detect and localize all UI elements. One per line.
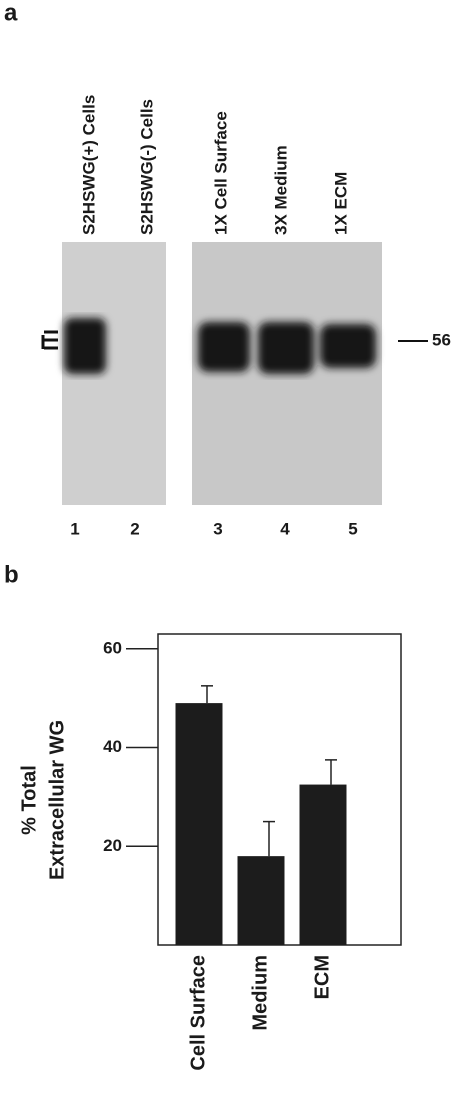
lane-number: 5 — [348, 519, 357, 538]
bar — [175, 703, 223, 945]
lane-label: 3X Medium — [271, 145, 290, 235]
y-axis-label: % Total — [18, 765, 40, 835]
lane-number: 2 — [130, 519, 139, 538]
lane-label: 1X ECM — [331, 172, 350, 235]
y-tick-label: 40 — [103, 737, 122, 756]
panel-label: a — [4, 0, 18, 26]
lane-number: 3 — [213, 519, 222, 538]
marker-label: 56 — [432, 330, 451, 349]
lane-label: S2HSWG(-) Cells — [137, 99, 156, 235]
lane-number: 1 — [70, 519, 79, 538]
y-axis-label: Extracellular WG — [46, 720, 68, 880]
x-tick-label: ECM — [311, 955, 333, 999]
y-tick-label: 60 — [103, 638, 122, 657]
bands — [64, 318, 376, 374]
panel-label: b — [4, 561, 19, 588]
bar — [237, 856, 285, 945]
lane-label: 1X Cell Surface — [211, 111, 230, 235]
lane-label: S2HSWG(+) Cells — [79, 95, 98, 235]
x-tick-label: Cell Surface — [187, 955, 209, 1071]
bar — [299, 784, 347, 945]
left-marks — [41, 330, 58, 350]
lane-number: 4 — [280, 519, 290, 538]
y-tick-label: 20 — [103, 836, 122, 855]
x-tick-label: Medium — [249, 955, 271, 1031]
